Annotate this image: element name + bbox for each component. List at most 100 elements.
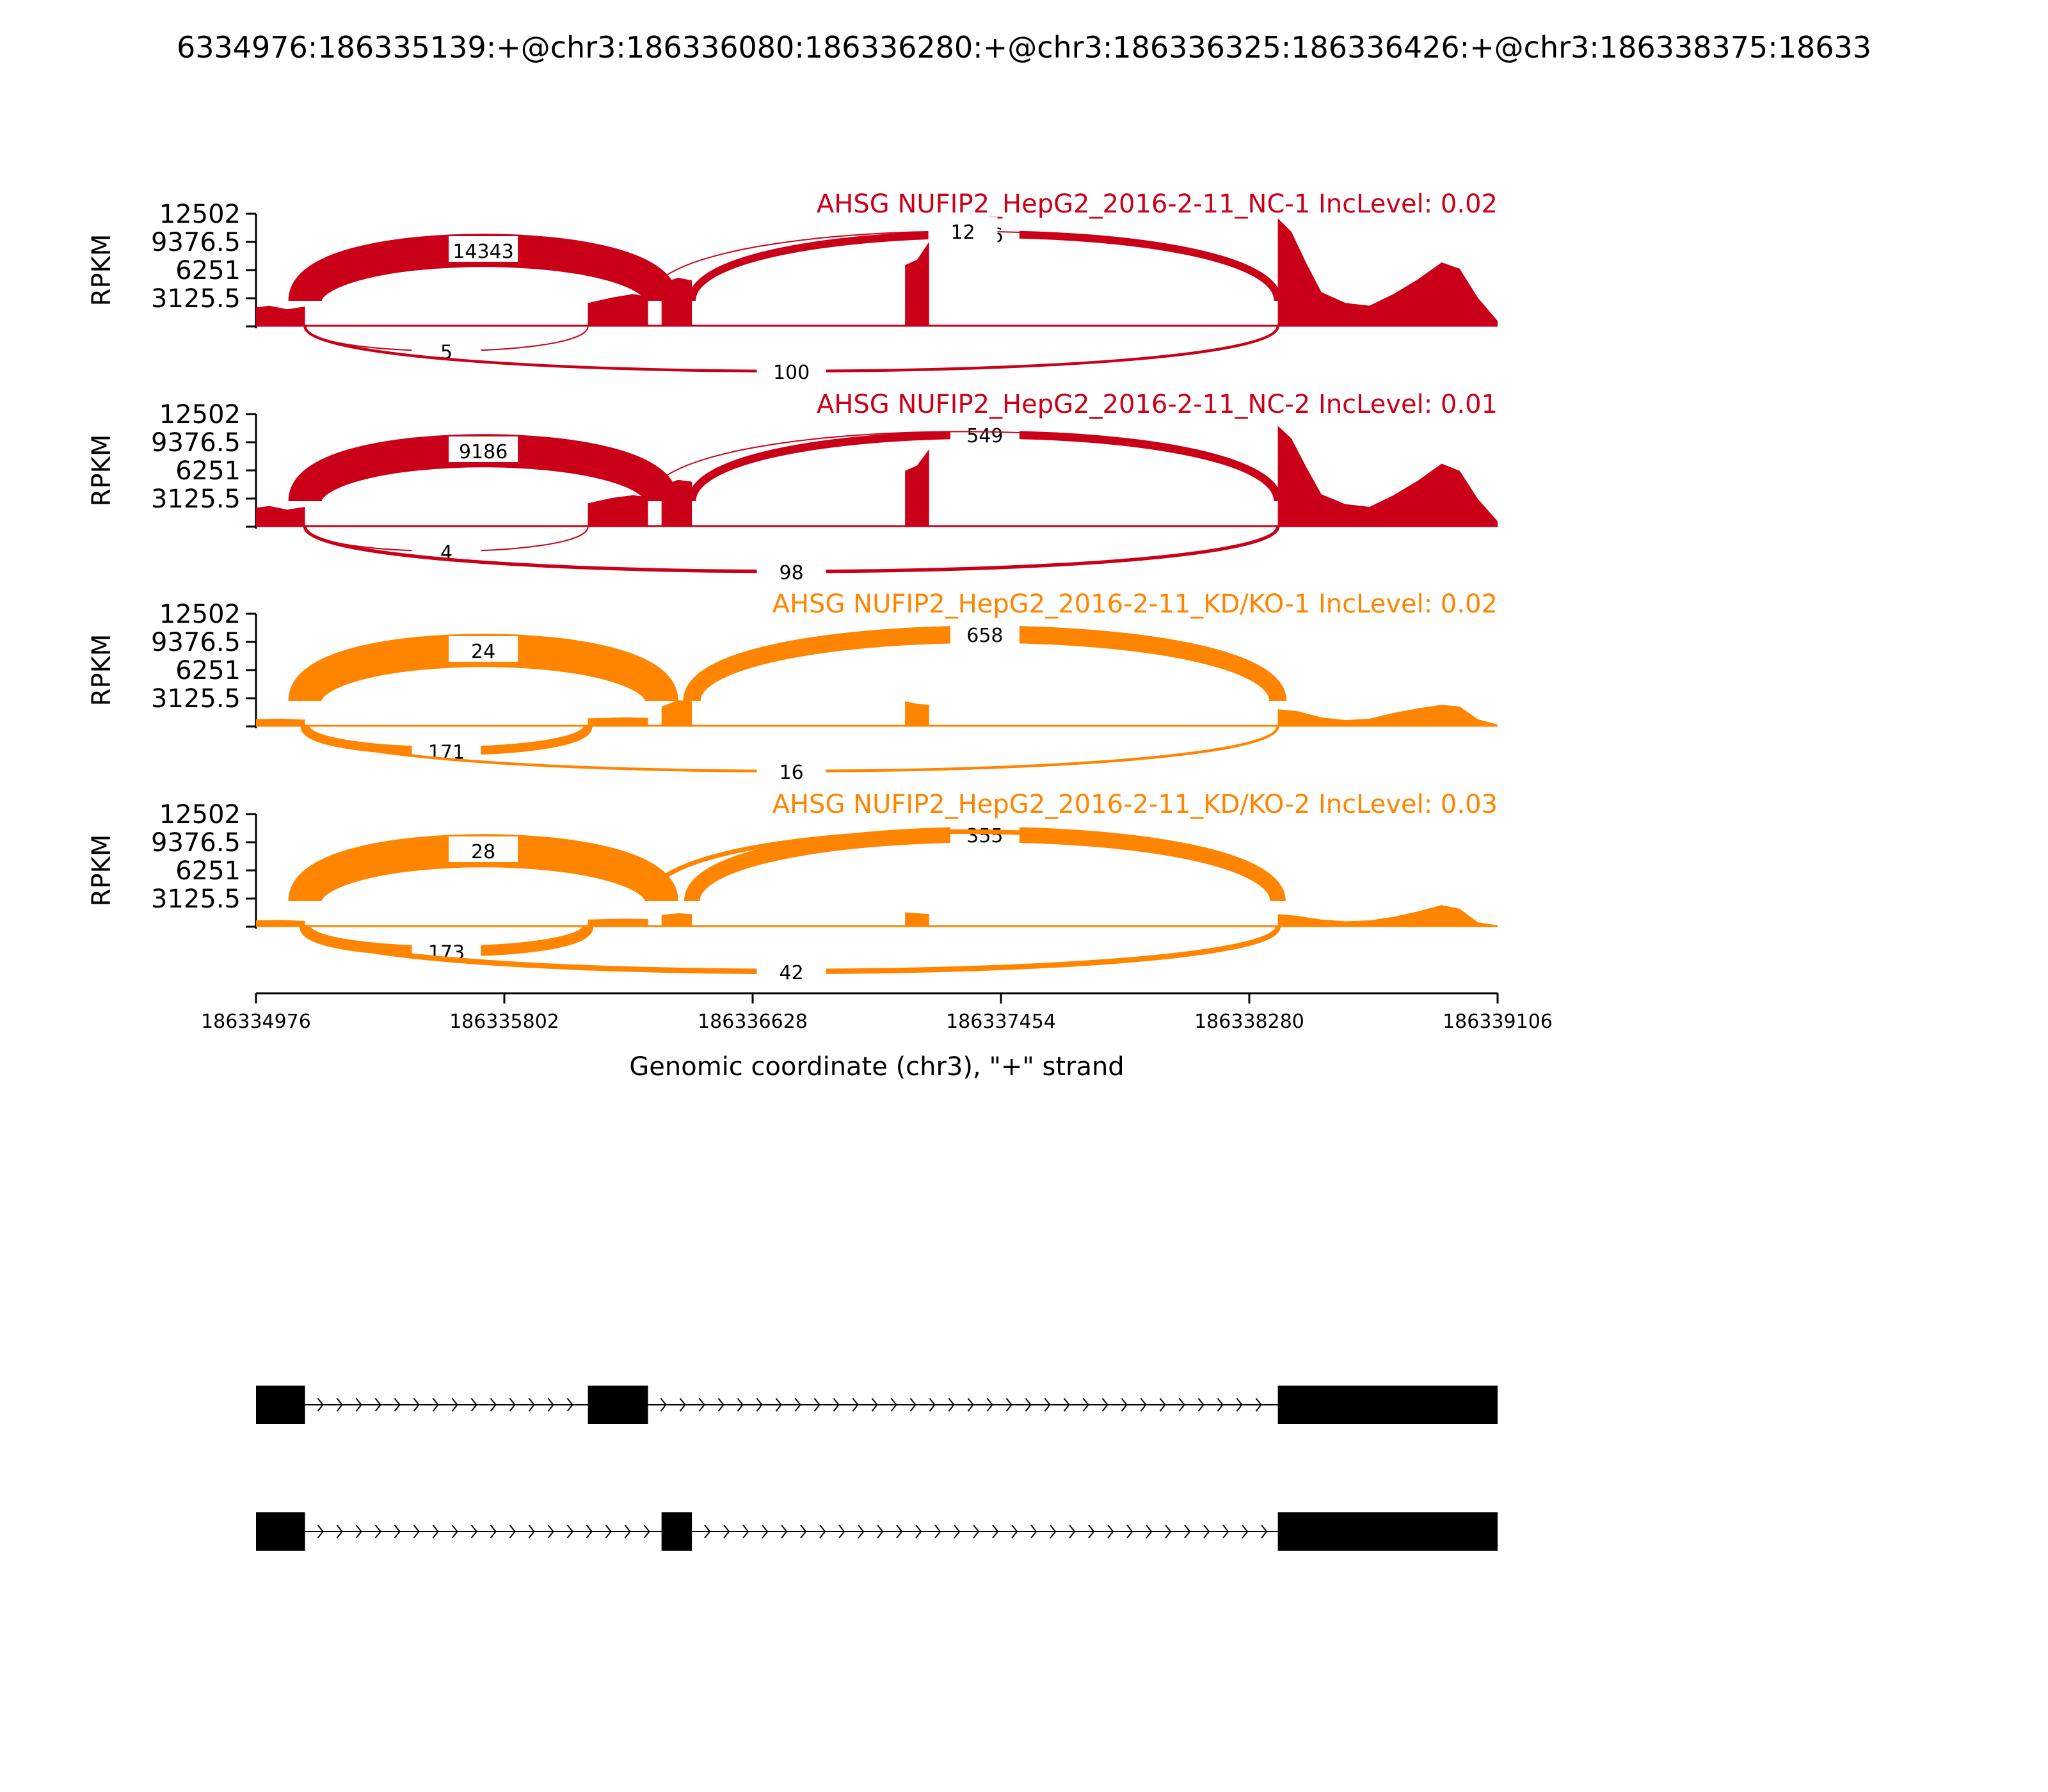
- strand-arrow: [1222, 1524, 1229, 1539]
- y-tick-label: 12502: [159, 400, 241, 429]
- y-axis-label: RPKM: [87, 435, 116, 507]
- strand-arrow: [890, 1398, 897, 1412]
- strand-arrow: [566, 1398, 573, 1412]
- strand-arrow: [794, 1398, 801, 1412]
- strand-arrow: [1082, 1398, 1089, 1412]
- strand-arrow: [1005, 1398, 1012, 1412]
- strand-arrow: [1107, 1524, 1114, 1539]
- strand-arrow: [1088, 1524, 1095, 1539]
- strand-arrow: [470, 1398, 477, 1412]
- y-tick-label: 6251: [175, 256, 241, 285]
- junction-label: 658: [966, 625, 1003, 647]
- y-tick-label: 12502: [159, 600, 241, 629]
- strand-arrow: [509, 1524, 516, 1539]
- coverage-area: [256, 506, 305, 527]
- strand-arrow: [432, 1524, 439, 1539]
- isoform-track: [256, 1386, 1498, 1424]
- strand-arrow: [762, 1524, 769, 1539]
- strand-arrow: [336, 1524, 343, 1539]
- y-tick-label: 3125.5: [151, 284, 241, 314]
- strand-arrow: [1184, 1524, 1191, 1539]
- coverage-area: [588, 495, 648, 527]
- strand-arrow: [813, 1398, 820, 1412]
- junction-label-bg: [756, 957, 826, 983]
- y-tick-label: 3125.5: [151, 484, 241, 514]
- exon-block: [588, 1386, 648, 1424]
- strand-arrow: [737, 1398, 744, 1412]
- strand-arrow: [605, 1524, 612, 1539]
- strand-arrow: [973, 1524, 980, 1539]
- junction-arc: [645, 829, 1281, 902]
- strand-arrow: [528, 1398, 535, 1412]
- strand-arrow: [528, 1524, 535, 1539]
- coverage-area: [905, 701, 929, 726]
- x-axis-label: Genomic coordinate (chr3), "+" strand: [629, 1052, 1124, 1082]
- sample-title: AHSG NUFIP2_HepG2_2016-2-11_NC-1 IncLeve…: [817, 189, 1498, 219]
- strand-arrow: [858, 1524, 865, 1539]
- strand-arrow: [909, 1398, 916, 1412]
- strand-arrow: [1063, 1398, 1070, 1412]
- strand-arrow: [915, 1524, 922, 1539]
- strand-arrow: [1255, 1398, 1262, 1412]
- y-tick-label: 3125.5: [151, 884, 241, 914]
- strand-arrow: [1261, 1524, 1268, 1539]
- strand-arrow: [355, 1398, 362, 1412]
- coverage-area: [1277, 426, 1498, 527]
- y-tick-label: 12502: [159, 800, 241, 829]
- y-tick-label: 9376.5: [151, 228, 241, 257]
- exon-block: [1277, 1512, 1498, 1551]
- y-tick-label: 9376.5: [151, 628, 241, 657]
- strand-arrow: [432, 1398, 439, 1412]
- strand-arrow: [1011, 1524, 1018, 1539]
- strand-arrow: [1126, 1524, 1133, 1539]
- junction-label-bg: [756, 557, 826, 583]
- y-tick-label: 6251: [175, 456, 241, 486]
- strand-arrow: [877, 1524, 884, 1539]
- strand-arrow: [490, 1524, 497, 1539]
- y-tick-label: 12502: [159, 200, 241, 229]
- junction-label-bg: [928, 217, 998, 243]
- strand-arrow: [660, 1398, 667, 1412]
- coverage-area: [256, 719, 305, 726]
- strand-arrow: [566, 1524, 573, 1539]
- junction-label: 549: [966, 425, 1003, 447]
- y-axis-label: RPKM: [87, 234, 116, 307]
- strand-arrow: [470, 1524, 477, 1539]
- x-tick-label: 186334976: [201, 1011, 311, 1033]
- y-axis-label: RPKM: [87, 835, 116, 907]
- y-axis-label: RPKM: [87, 634, 116, 707]
- y-tick-label: 9376.5: [151, 828, 241, 858]
- strand-arrow: [547, 1398, 554, 1412]
- plot-title: 6334976:186335139:+@chr3:186336080:18633…: [177, 30, 1871, 65]
- strand-arrow: [1203, 1524, 1210, 1539]
- strand-arrow: [394, 1524, 401, 1539]
- strand-arrow: [1165, 1524, 1172, 1539]
- strand-arrow: [986, 1398, 993, 1412]
- junction-label-bg: [449, 436, 518, 463]
- strand-arrow: [781, 1524, 788, 1539]
- strand-arrow: [317, 1398, 324, 1412]
- junction-label: 98: [780, 562, 804, 584]
- junction-label-bg: [449, 836, 518, 863]
- strand-arrow: [1140, 1398, 1147, 1412]
- junction-label: 12: [950, 221, 975, 244]
- strand-arrow: [698, 1398, 705, 1412]
- coverage-area: [905, 241, 929, 326]
- junction-label-bg: [950, 420, 1020, 446]
- strand-arrow: [451, 1398, 458, 1412]
- strand-arrow: [374, 1398, 381, 1412]
- strand-arrow: [775, 1398, 782, 1412]
- strand-arrow: [1044, 1398, 1051, 1412]
- junction-label: 100: [773, 362, 810, 384]
- strand-arrow: [355, 1524, 362, 1539]
- coverage-area: [661, 700, 692, 726]
- strand-arrow: [394, 1398, 401, 1412]
- y-tick-label: 9376.5: [151, 428, 241, 458]
- strand-arrow: [624, 1524, 631, 1539]
- strand-arrow: [1030, 1524, 1037, 1539]
- junction-label-bg: [950, 620, 1020, 646]
- x-tick-label: 186338280: [1194, 1011, 1304, 1033]
- coverage-area: [588, 918, 648, 927]
